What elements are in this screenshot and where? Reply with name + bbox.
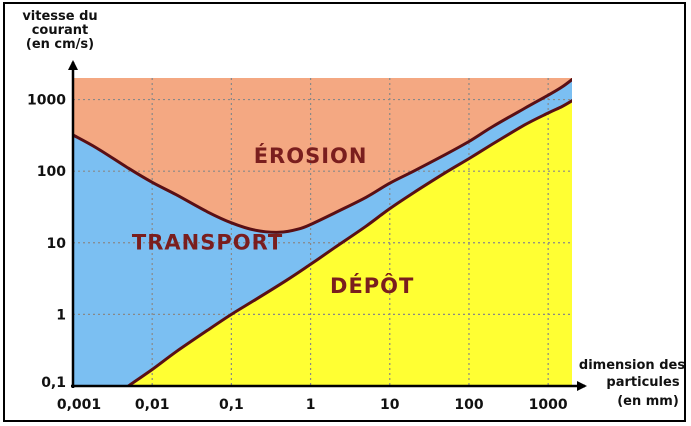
y-axis-title-line-1: vitesse du xyxy=(22,9,97,24)
y-tick-label: 1000 xyxy=(27,93,66,109)
y-tick-label: 1 xyxy=(56,307,66,323)
region-label-transport: TRANSPORT xyxy=(132,231,283,255)
x-tick-label: 10 xyxy=(380,397,400,413)
x-tick-label: 1000 xyxy=(529,397,568,413)
x-tick-label: 0,1 xyxy=(219,397,244,413)
x-axis-title-line-2: particules xyxy=(606,375,679,390)
y-axis-title-line-2: courant xyxy=(32,23,89,38)
region-label-erosion: ÉROSION xyxy=(254,143,368,168)
x-axis-title-line-3: (en mm) xyxy=(617,394,679,409)
x-tick-labels: 0,001 0,01 0,1 1 10 100 1000 xyxy=(57,397,568,413)
x-axis-title-line-1: dimension des xyxy=(579,358,685,373)
x-tick-label: 0,01 xyxy=(135,397,170,413)
y-tick-label: 0,1 xyxy=(41,375,66,391)
y-tick-labels: 0,1 1 10 100 1000 xyxy=(27,93,66,391)
x-axis-title: dimension des particules (en mm) xyxy=(579,358,685,409)
y-tick-label: 100 xyxy=(37,164,66,180)
y-axis-title: vitesse du courant (en cm/s) xyxy=(22,9,97,52)
y-axis-title-line-3: (en cm/s) xyxy=(26,37,94,52)
x-tick-label: 100 xyxy=(454,397,483,413)
y-tick-label: 10 xyxy=(47,236,67,252)
region-label-deposit: DÉPÔT xyxy=(330,273,414,298)
x-tick-label: 1 xyxy=(306,397,316,413)
x-tick-label: 0,001 xyxy=(57,397,101,413)
